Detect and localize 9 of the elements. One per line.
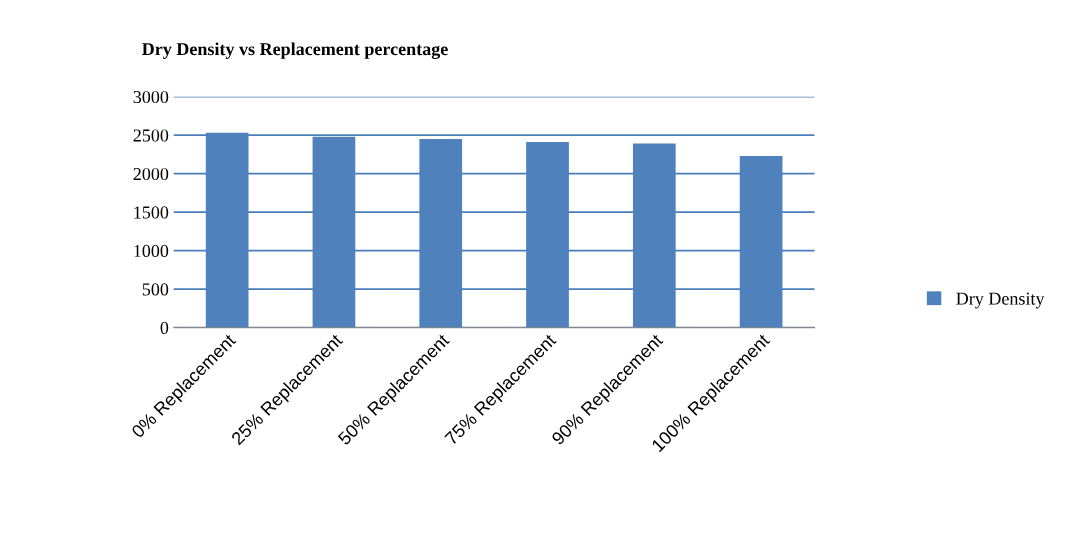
legend-label: Dry Density bbox=[956, 292, 1045, 309]
y-tick-label: 0 bbox=[160, 321, 169, 335]
y-tick-label: 500 bbox=[142, 283, 169, 296]
y-tick-label: 2000 bbox=[133, 167, 169, 181]
chart-title: Dry Density vs Replacement percentage bbox=[142, 42, 448, 59]
y-tick-label: 3000 bbox=[133, 90, 169, 104]
y-tick-label: 2500 bbox=[133, 129, 169, 142]
y-tick-label: 1500 bbox=[134, 206, 169, 219]
y-tick-label: 1000 bbox=[134, 244, 169, 258]
